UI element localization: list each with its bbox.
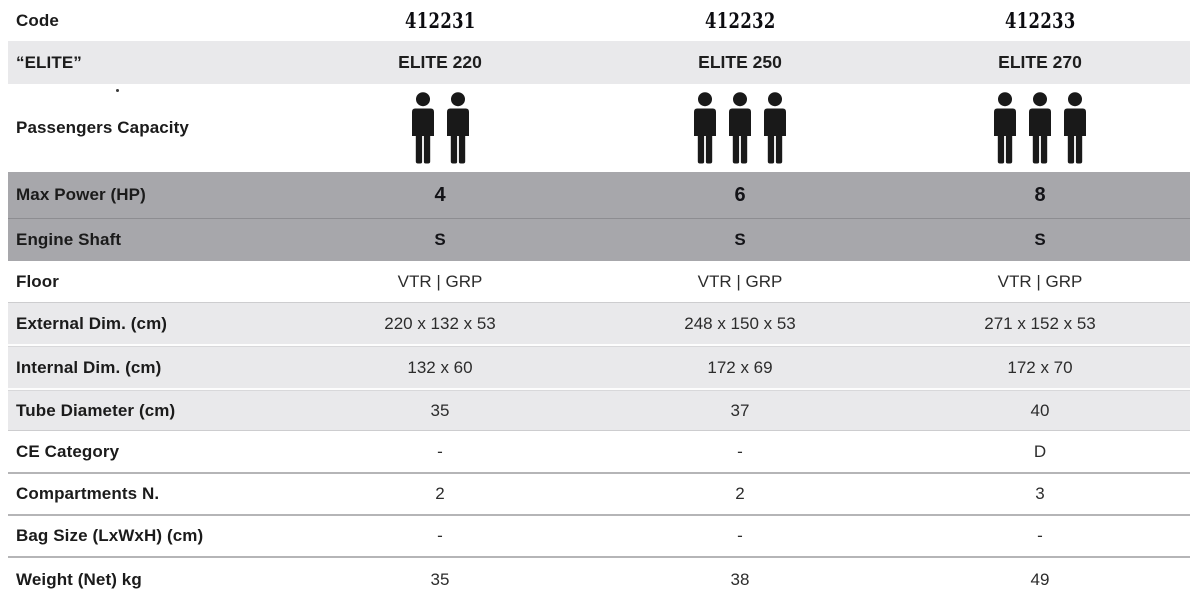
- external-dim-cell: 271 x 152 x 53: [984, 313, 1096, 333]
- tube-diameter-cell: 40: [1030, 400, 1050, 420]
- person-icon: [1029, 91, 1051, 163]
- row-label: Code: [16, 10, 59, 30]
- person-icon: [1064, 91, 1086, 163]
- compartments-cell: 2: [735, 484, 745, 503]
- table-row-compartments: Compartments N. 2 2 3: [8, 474, 1190, 516]
- row-label: Max Power (HP): [16, 185, 146, 204]
- engine-shaft-cell: S: [434, 230, 446, 249]
- bag-size-cell: -: [1037, 526, 1043, 545]
- floor-cell: VTR | GRP: [997, 271, 1083, 291]
- tube-diameter-cell: 35: [430, 400, 450, 420]
- bag-size-cell: -: [737, 526, 743, 545]
- max-power-cell: 8: [1034, 183, 1046, 206]
- row-label: Floor: [16, 271, 59, 291]
- weight-cell: 49: [1030, 569, 1050, 589]
- table-row-external-dim: External Dim. (cm) 220 x 132 x 53 248 x …: [8, 302, 1190, 346]
- model-name-cell: ELITE 220: [398, 52, 482, 72]
- person-icon: [764, 91, 786, 163]
- code-cell: 412233: [890, 8, 1190, 34]
- table-row-tube-diameter: Tube Diameter (cm) 35 37 40: [8, 390, 1190, 431]
- code-cell: 412231: [290, 8, 590, 34]
- model-name-cell: ELITE 250: [698, 52, 782, 72]
- row-label: Tube Diameter (cm): [16, 400, 176, 420]
- person-icon: [994, 91, 1016, 163]
- internal-dim-cell: 172 x 69: [707, 357, 773, 377]
- compartments-cell: 2: [435, 484, 445, 503]
- row-label: Bag Size (LxWxH) (cm): [16, 526, 204, 545]
- floor-cell: VTR | GRP: [697, 271, 783, 291]
- row-label: “ELITE”: [16, 52, 82, 72]
- tube-diameter-cell: 37: [730, 400, 750, 420]
- table-row-internal-dim: Internal Dim. (cm) 132 x 60 172 x 69 172…: [8, 346, 1190, 390]
- engine-shaft-cell: S: [734, 230, 746, 249]
- ce-category-cell: -: [737, 441, 743, 461]
- row-label: CE Category: [16, 441, 120, 461]
- model-name-cell: ELITE 270: [998, 52, 1082, 72]
- row-label: Internal Dim. (cm): [16, 357, 162, 377]
- table-row-code: Code 412231 412232 412233: [8, 0, 1190, 41]
- code-value: 412233: [1004, 7, 1076, 33]
- person-icon: [446, 91, 469, 163]
- internal-dim-cell: 172 x 70: [1007, 357, 1073, 377]
- row-label: Passengers Capacity: [16, 118, 189, 137]
- table-row-max-power: Max Power (HP) 4 6 8: [8, 172, 1190, 219]
- person-icon: [694, 91, 716, 163]
- table-row-passengers: Passengers Capacity: [8, 84, 1190, 172]
- person-icon: [411, 91, 434, 163]
- code-cell: 412232: [590, 8, 890, 34]
- code-value: 412232: [704, 7, 776, 33]
- max-power-cell: 4: [434, 183, 446, 206]
- row-label: Compartments N.: [16, 484, 160, 503]
- table-row-elite: “ELITE” ELITE 220 ELITE 250 ELITE 270: [8, 41, 1190, 84]
- row-label: External Dim. (cm): [16, 313, 168, 333]
- ce-category-cell: -: [437, 441, 443, 461]
- boat-spec-table: Code 412231 412232 412233 “ELITE” ELITE …: [8, 0, 1190, 601]
- stray-dot: [116, 89, 119, 92]
- weight-cell: 35: [430, 569, 450, 589]
- table-row-engine-shaft: Engine Shaft S S S: [8, 219, 1190, 261]
- weight-cell: 38: [730, 569, 750, 589]
- floor-cell: VTR | GRP: [397, 271, 483, 291]
- ce-category-cell: D: [1033, 441, 1047, 461]
- bag-size-cell: -: [437, 526, 443, 545]
- table-row-bag-size: Bag Size (LxWxH) (cm) - - -: [8, 516, 1190, 558]
- engine-shaft-cell: S: [1034, 230, 1046, 249]
- external-dim-cell: 248 x 150 x 53: [684, 313, 796, 333]
- table-row-ce-category: CE Category - - D: [8, 431, 1190, 474]
- internal-dim-cell: 132 x 60: [407, 357, 473, 377]
- passenger-icons-cell: [590, 84, 890, 172]
- compartments-cell: 3: [1035, 484, 1045, 503]
- row-label: Engine Shaft: [16, 230, 122, 249]
- table-row-weight: Weight (Net) kg 35 38 49: [8, 558, 1190, 601]
- max-power-cell: 6: [734, 183, 746, 206]
- passenger-icons-cell: [290, 84, 590, 172]
- code-value: 412231: [404, 7, 476, 33]
- passenger-icons-cell: [890, 84, 1190, 172]
- person-icon: [729, 91, 751, 163]
- external-dim-cell: 220 x 132 x 53: [384, 313, 496, 333]
- table-row-floor: Floor VTR | GRP VTR | GRP VTR | GRP: [8, 261, 1190, 302]
- row-label: Weight (Net) kg: [16, 569, 142, 589]
